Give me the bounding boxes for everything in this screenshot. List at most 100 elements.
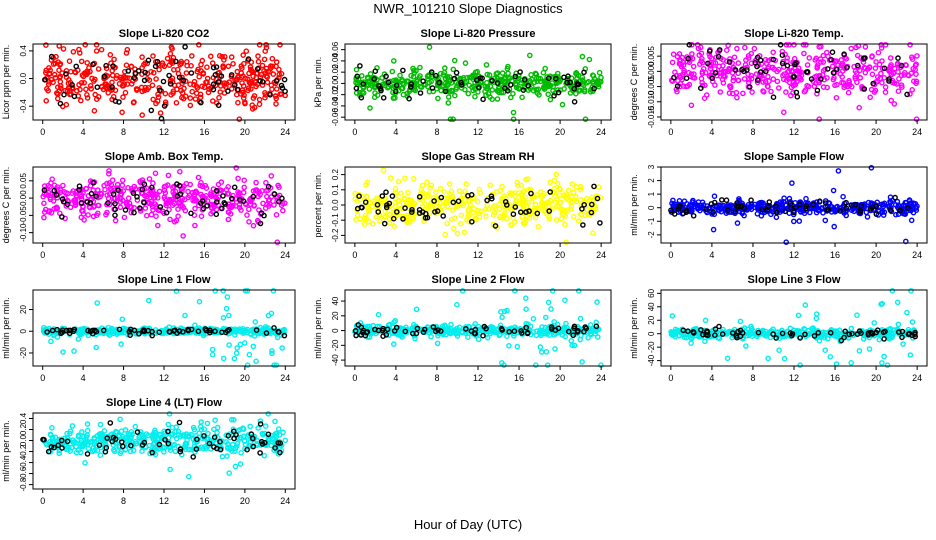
x-tick-label: 4	[393, 373, 398, 383]
data-point	[404, 219, 410, 226]
data-point	[577, 336, 584, 343]
overlay-point	[112, 212, 118, 219]
data-point	[167, 466, 173, 473]
data-point	[547, 96, 554, 103]
data-point	[107, 52, 114, 58]
data-point	[534, 90, 541, 96]
data-point	[788, 84, 795, 91]
data-point	[243, 48, 250, 55]
overlay-points	[668, 194, 911, 219]
data-point	[410, 215, 417, 222]
y-tick-label: 0.005	[647, 46, 656, 67]
data-point	[913, 71, 919, 77]
data-point	[857, 75, 864, 81]
data-point	[542, 324, 549, 331]
data-point	[358, 73, 365, 79]
data-point	[145, 325, 152, 332]
data-point	[185, 194, 191, 201]
data-point	[681, 69, 687, 76]
overlay-point	[188, 210, 194, 217]
data-point	[512, 287, 518, 294]
overlay-point	[228, 72, 235, 78]
overlay-point	[440, 213, 447, 219]
data-point	[557, 186, 563, 193]
data-point	[784, 73, 791, 79]
data-point	[751, 45, 758, 52]
overlay-point	[385, 79, 392, 86]
data-point	[887, 194, 894, 200]
overlay-point	[594, 195, 601, 202]
data-point	[547, 179, 554, 186]
data-point	[84, 68, 90, 74]
overlay-point	[157, 204, 164, 210]
overlay-point	[581, 201, 588, 208]
overlay-point	[503, 202, 510, 208]
overlay-points	[41, 179, 285, 227]
data-point	[85, 212, 91, 218]
data-point	[261, 452, 268, 459]
data-point	[518, 77, 525, 83]
data-point	[555, 87, 561, 93]
data-point	[252, 187, 259, 194]
overlay-point	[163, 209, 170, 216]
data-point	[154, 98, 161, 104]
overlay-point	[708, 201, 715, 207]
x-axis: 0 4 8 12 16 20 24	[352, 366, 606, 383]
data-point	[419, 182, 426, 189]
data-point	[552, 346, 558, 352]
data-point	[889, 71, 895, 78]
overlay-point	[886, 76, 892, 82]
data-point	[187, 102, 194, 109]
overlay-point	[393, 82, 400, 89]
series-points	[41, 410, 289, 480]
overlay-point	[139, 186, 146, 193]
overlay-point	[166, 328, 173, 335]
data-point	[460, 192, 467, 199]
data-point	[835, 168, 842, 174]
data-point	[768, 211, 774, 218]
data-point	[109, 177, 116, 183]
data-point	[260, 327, 267, 333]
overlay-point	[213, 199, 220, 205]
x-tick-label: 16	[830, 250, 840, 260]
data-point	[833, 361, 840, 367]
data-point	[848, 325, 855, 332]
data-point	[53, 204, 60, 211]
data-point	[477, 190, 483, 196]
data-point	[209, 351, 216, 358]
data-point	[225, 216, 232, 223]
overlay-point	[185, 326, 191, 333]
data-point	[148, 191, 155, 198]
data-point	[594, 299, 600, 305]
data-point	[907, 42, 913, 48]
data-point	[768, 88, 774, 95]
overlay-points	[44, 325, 288, 339]
data-point	[727, 84, 734, 91]
data-point	[245, 206, 252, 213]
x-tick-label: 12	[473, 127, 483, 137]
data-point	[94, 447, 101, 454]
data-point	[118, 428, 125, 435]
data-point	[677, 61, 684, 68]
x-axis: 0 4 8 12 16 20 24	[352, 243, 606, 260]
data-point	[91, 108, 98, 114]
data-point	[255, 53, 261, 59]
y-axis: -0.10-0.050.000.05	[19, 172, 33, 242]
x-tick-label: 0	[668, 250, 673, 260]
data-point	[373, 214, 380, 220]
data-point	[454, 301, 460, 308]
overlay-point	[383, 73, 389, 80]
data-point	[277, 42, 283, 48]
data-point	[56, 450, 63, 457]
data-point	[273, 59, 280, 65]
data-point	[557, 199, 563, 206]
data-point	[397, 72, 403, 79]
data-point	[545, 199, 551, 205]
overlay-point	[565, 73, 571, 79]
overlay-point	[413, 330, 420, 337]
x-tick-label: 8	[121, 127, 126, 137]
data-point	[856, 348, 863, 354]
overlay-point	[716, 47, 723, 53]
data-point	[98, 46, 105, 53]
